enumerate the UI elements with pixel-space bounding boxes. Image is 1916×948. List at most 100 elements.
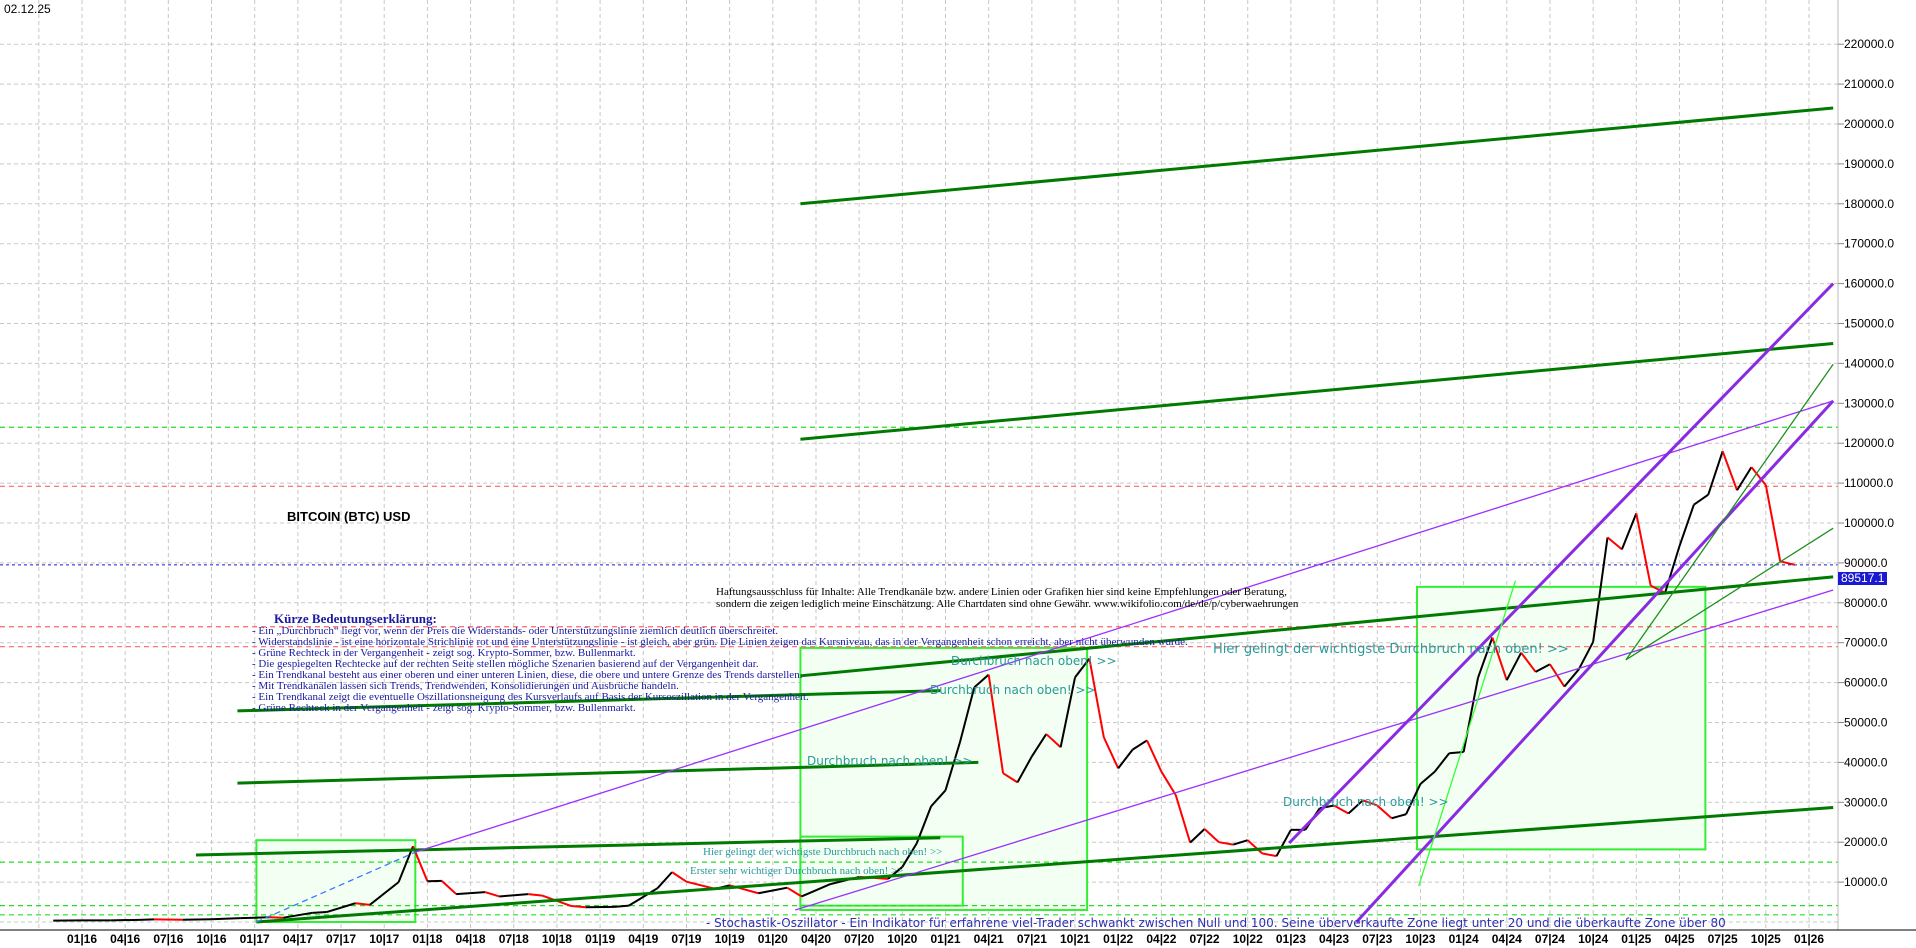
price-segment: [1606, 536, 1623, 551]
trendline: [237, 760, 979, 785]
price-segment: [1333, 804, 1349, 815]
price-segment: [1102, 736, 1120, 769]
x-tick-label: 01|21: [930, 932, 960, 946]
price-segment: [973, 673, 990, 689]
price-segment: [1563, 668, 1580, 688]
trendline: [1288, 282, 1835, 845]
price-segment: [1233, 839, 1249, 846]
price-segment: [1247, 839, 1263, 855]
bull-market-box: [1415, 585, 1707, 851]
y-tick-label: 210000.0: [1844, 77, 1894, 91]
price-segment: [1462, 677, 1479, 753]
chart-date: 02.12.25: [4, 2, 51, 16]
x-tick-label: 01|18: [412, 932, 442, 946]
chart-title: BITCOIN (BTC) USD: [287, 509, 411, 524]
y-tick-label: 100000.0: [1844, 516, 1894, 530]
trendline: [256, 851, 416, 923]
price-segment: [1764, 484, 1782, 562]
x-tick-label: 04|20: [801, 932, 831, 946]
price-segment: [1635, 513, 1652, 586]
y-tick-label: 150000.0: [1844, 317, 1894, 331]
price-segment: [1707, 450, 1724, 495]
legend-title: Kürze Bedeutungserklärung:: [274, 611, 437, 626]
bull-market-box: [799, 835, 964, 907]
price-segment: [758, 886, 788, 895]
trendline: [795, 589, 1834, 911]
y-tick-label: 120000.0: [1844, 436, 1894, 450]
price-segment: [139, 918, 154, 921]
x-tick-label: 10|21: [1060, 932, 1090, 946]
price-segment: [1419, 770, 1436, 785]
x-tick-label: 01|19: [585, 932, 615, 946]
price-segment: [1678, 504, 1695, 547]
x-tick-label: 04|16: [110, 932, 140, 946]
x-tick-label: 07|24: [1535, 932, 1565, 946]
annotation-breakout-3: Durchbruch nach oben! >>: [807, 754, 973, 768]
price-segment: [528, 893, 543, 897]
x-tick-label: 10|22: [1233, 932, 1263, 946]
trendlines: [195, 106, 1835, 924]
x-axis: 01|16 04|16 07|16 10|16 01|17 04|17 07|17 10|17…: [67, 932, 1824, 946]
y-tick-label: 130000.0: [1844, 396, 1894, 410]
trendline: [415, 400, 1834, 853]
legend-line: - Mit Trendkanälen lassen sich Trends, T…: [252, 680, 679, 692]
price-segment: [987, 674, 1005, 774]
x-tick-label: 04|17: [283, 932, 313, 946]
trendline: [256, 805, 1834, 924]
x-tick-label: 07|22: [1190, 932, 1220, 946]
y-tick-label: 110000.0: [1844, 476, 1893, 490]
price-segment: [240, 916, 270, 920]
x-tick-label: 01|22: [1103, 932, 1133, 946]
trendline: [1625, 527, 1834, 661]
price-segment: [1520, 652, 1537, 673]
price-segment: [1146, 740, 1163, 772]
price-segment: [369, 881, 400, 906]
x-tick-label: 10|16: [196, 932, 226, 946]
y-tick-label: 170000.0: [1844, 237, 1894, 251]
price-segment: [1174, 794, 1192, 843]
x-tick-label: 04|25: [1664, 932, 1694, 946]
price-segment: [355, 902, 370, 906]
x-tick-label: 10|19: [715, 932, 745, 946]
price-segment: [656, 871, 673, 889]
y-tick-label: 30000.0: [1844, 795, 1888, 809]
x-tick-label: 01|20: [758, 932, 788, 946]
price-segment: [1189, 828, 1206, 844]
price-segment: [1577, 641, 1595, 670]
x-tick-label: 10|25: [1751, 932, 1781, 946]
annotation-most-important: Hier gelingt der wichtigste Durchbruch n…: [1213, 642, 1569, 657]
price-segment: [1203, 828, 1220, 843]
x-tick-label: 07|16: [153, 932, 183, 946]
price-segment: [958, 687, 976, 743]
price-segment: [1117, 749, 1134, 769]
price-segment: [484, 891, 500, 898]
price-segment: [1275, 829, 1292, 857]
y-tick-label: 160000.0: [1844, 277, 1894, 291]
price-segment: [1002, 772, 1018, 784]
price-segment: [801, 883, 831, 898]
trendline: [237, 689, 941, 713]
x-tick-label: 10|18: [542, 932, 572, 946]
x-tick-label: 01|26: [1794, 932, 1824, 946]
disclaimer: Haftungsausschluss für Inhalte: Alle Tre…: [716, 586, 1298, 610]
price-segment: [1477, 637, 1494, 679]
x-tick-label: 01|24: [1449, 932, 1479, 946]
legend-line: - Grüne Rechteck in der Vergangenheit - …: [252, 702, 636, 714]
price-segment: [1074, 658, 1091, 679]
price-segment: [1535, 663, 1551, 673]
price-segment: [283, 911, 313, 919]
y-tick-label: 220000.0: [1844, 37, 1894, 51]
price-segment: [326, 902, 356, 913]
annotation-breakout-2: Durchbruch nach oben! >>: [930, 683, 1096, 697]
x-tick-label: 01|17: [240, 932, 270, 946]
price-segment: [1347, 799, 1364, 815]
x-tick-label: 04|22: [1146, 932, 1176, 946]
annotation-breakout-1: Durchbruch nach oben! >>: [951, 654, 1117, 668]
price-segment: [571, 905, 586, 909]
trendline: [800, 106, 1834, 206]
legend-line: - Ein „Durchbruch“ liegt vor, wenn der P…: [252, 625, 779, 637]
price-segment: [312, 911, 327, 914]
trendline: [1625, 363, 1834, 661]
price-segment: [1750, 466, 1767, 486]
